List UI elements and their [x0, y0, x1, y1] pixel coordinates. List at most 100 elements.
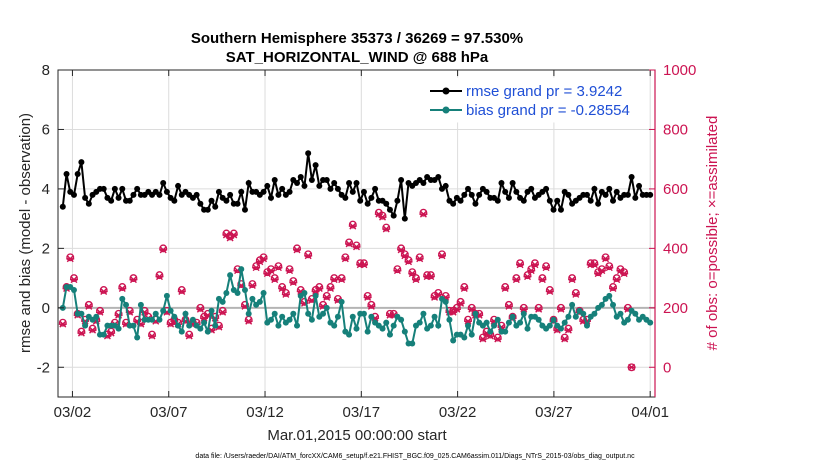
bias-point: [349, 313, 356, 320]
rmse-point: [111, 185, 118, 192]
obs-assimilated-point: [148, 332, 157, 340]
obs-possible-point: [196, 303, 205, 312]
bias-point: [398, 316, 405, 323]
rmse-point: [82, 194, 89, 201]
bias-point: [130, 322, 137, 329]
bias-point: [78, 310, 85, 317]
obs-assimilated-point: [542, 264, 551, 272]
bias-point: [331, 322, 338, 329]
obs-possible-point: [252, 262, 261, 271]
obs-possible-point: [77, 327, 86, 336]
rmse-point: [360, 188, 367, 195]
obs-assimilated-point: [538, 276, 547, 284]
obs-assimilated-point: [281, 290, 290, 298]
obs-assimilated-point: [501, 285, 510, 292]
obs-possible-point: [493, 333, 502, 342]
rmse-point: [234, 200, 241, 207]
rmse-point: [372, 185, 379, 192]
obs-assimilated-point: [348, 222, 357, 230]
obs-assimilated-point: [590, 261, 599, 269]
bias-point: [550, 316, 557, 323]
obs-possible-point: [400, 250, 409, 259]
legend-label-rmse: rmse grand pr = 3.9242: [466, 83, 622, 100]
obs-possible-point: [620, 268, 629, 277]
rmse-point: [394, 197, 401, 204]
x-tick-label: 03/27: [535, 404, 573, 421]
rmse-point: [70, 191, 77, 198]
rmse-point: [468, 191, 475, 198]
obs-assimilated-point: [252, 264, 261, 272]
rmse-point: [279, 185, 286, 192]
rmse-point: [636, 182, 643, 189]
legend-label-bias: bias grand pr = -0.28554: [466, 102, 630, 119]
rmse-point: [271, 176, 278, 183]
obs-possible-point: [456, 297, 465, 306]
bias-point: [606, 292, 613, 299]
obs-possible-point: [270, 274, 279, 283]
obs-assimilated-point: [493, 335, 502, 343]
obs-possible-point: [549, 315, 558, 324]
obs-possible-point: [281, 289, 290, 297]
y-right-tick-label: 0: [663, 359, 671, 376]
rmse-point: [557, 206, 564, 213]
obs-assimilated-point: [69, 276, 78, 284]
x-axis-label: Mar.01,2015 00:00:00 start: [267, 427, 447, 444]
rmse-point: [386, 206, 393, 213]
rmse-point: [115, 194, 122, 201]
bias-point: [301, 289, 308, 296]
obs-possible-point: [419, 208, 428, 217]
rmse-point: [647, 191, 654, 198]
obs-possible-point: [378, 211, 387, 220]
obs-possible-point: [445, 306, 454, 315]
obs-assimilated-point: [218, 308, 227, 316]
bias-point: [598, 301, 605, 308]
obs-possible-point: [382, 223, 391, 232]
obs-assimilated-point: [504, 302, 513, 310]
bias-point: [610, 301, 617, 308]
y-tick-label: -2: [37, 359, 50, 376]
obs-assimilated-point: [378, 213, 387, 221]
y-tick-label: 2: [42, 240, 50, 257]
obs-possible-point: [605, 262, 614, 271]
obs-assimilated-point: [289, 279, 298, 287]
obs-possible-point: [159, 244, 168, 253]
obs-possible-point: [274, 262, 283, 271]
rmse-point: [357, 197, 364, 204]
obs-possible-point: [330, 274, 339, 283]
bias-point: [163, 292, 170, 299]
bias-point: [569, 301, 576, 308]
obs-possible-point: [84, 300, 93, 309]
y-axis-left: -2 0 2 4 6 8: [37, 62, 64, 376]
obs-possible-point: [337, 274, 346, 283]
bias-point: [572, 313, 579, 320]
bias-point: [70, 286, 77, 293]
bias-point: [134, 334, 141, 341]
rmse-point: [208, 197, 215, 204]
bias-point: [182, 310, 189, 317]
bias-point: [156, 316, 163, 323]
bias-point: [360, 310, 367, 317]
bias-point: [505, 319, 512, 326]
obs-assimilated-point: [408, 270, 417, 278]
bias-point: [353, 325, 360, 332]
bias-point: [517, 319, 524, 326]
rmse-point: [398, 176, 405, 183]
rmse-point: [156, 191, 163, 198]
obs-possible-point: [248, 280, 257, 288]
obs-assimilated-point: [326, 285, 335, 292]
bias-point: [238, 266, 245, 273]
rmse-point: [505, 194, 512, 201]
bias-point: [647, 319, 654, 326]
obs-possible-point: [523, 271, 532, 280]
obs-possible-point: [304, 250, 313, 259]
obs-assimilated-point: [196, 305, 205, 313]
bias-point: [520, 310, 527, 317]
obs-possible-point: [397, 244, 406, 253]
rmse-point: [193, 191, 200, 198]
obs-assimilated-point: [259, 255, 268, 263]
y-axis-label-right: # of obs: o=possible; ×=assimilated: [704, 116, 721, 351]
bias-point: [509, 313, 516, 320]
rmse-point: [390, 212, 397, 219]
y-tick-label: 0: [42, 300, 50, 317]
obs-possible-point: [575, 306, 584, 315]
